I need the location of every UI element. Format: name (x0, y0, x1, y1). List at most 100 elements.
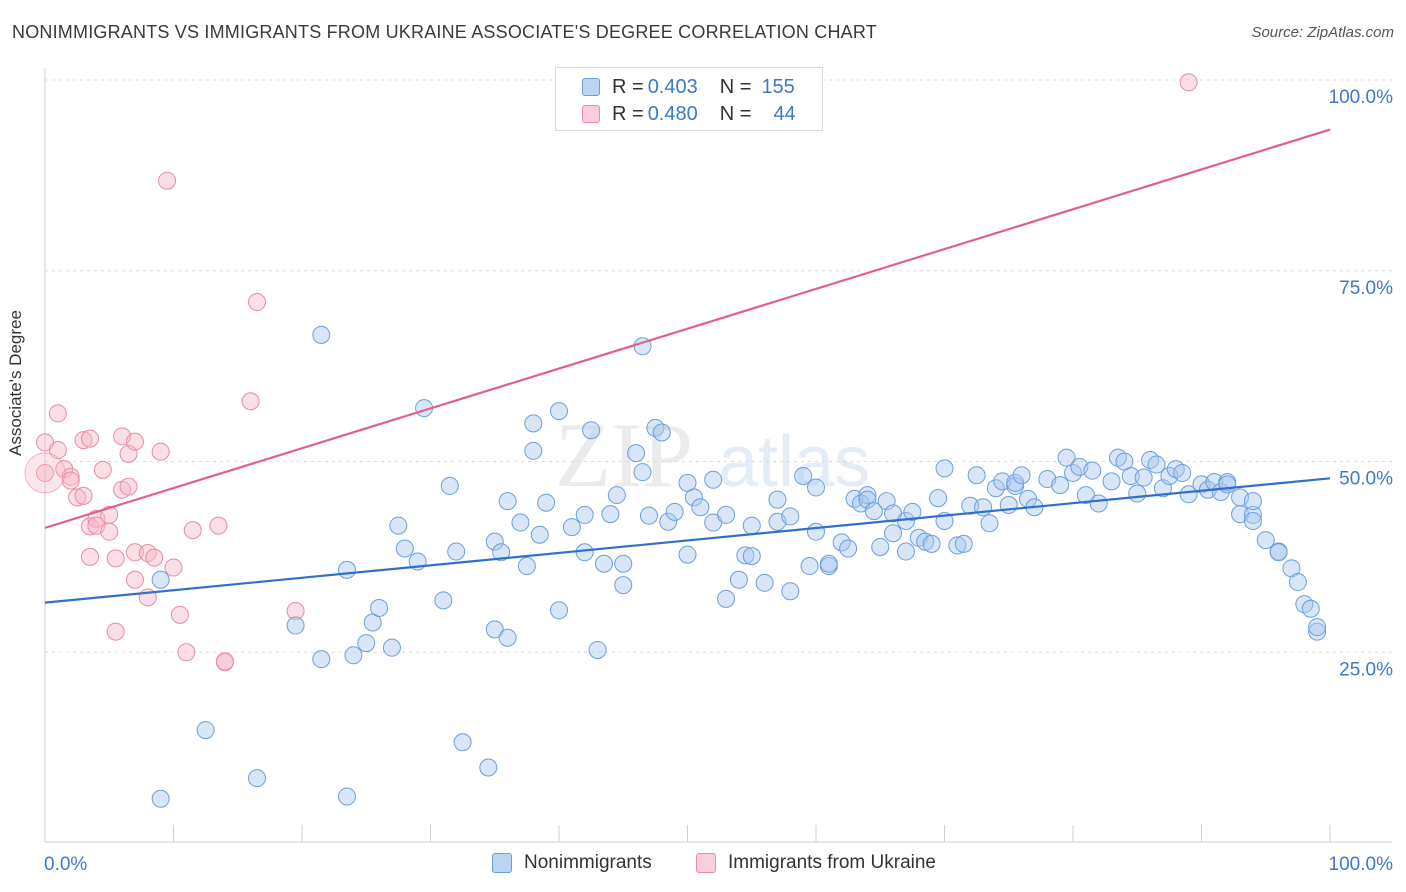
data-point-nonimmigrant (550, 402, 568, 421)
data-point-nonimmigrant (1141, 450, 1160, 469)
data-point-ukraine (36, 463, 54, 482)
data-point-ukraine (68, 488, 87, 507)
data-point-nonimmigrant (768, 490, 787, 509)
legend-item-label: Immigrants from Ukraine (728, 852, 936, 873)
data-point-ukraine (119, 477, 138, 496)
data-point-ukraine (286, 602, 305, 621)
data-point-nonimmigrant (1076, 486, 1095, 505)
data-point-nonimmigrant (614, 554, 633, 573)
data-point-ukraine (177, 643, 196, 662)
legend-r-label: R = (612, 75, 644, 98)
data-point-nonimmigrant (370, 598, 389, 617)
data-point-nonimmigrant (922, 534, 941, 553)
data-point-nonimmigrant (807, 522, 825, 541)
data-point-nonimmigrant (344, 646, 363, 665)
legend-n-value: 44 (773, 102, 796, 125)
data-point-nonimmigrant (537, 493, 556, 512)
legend-r-value: 0.403 (647, 75, 698, 98)
data-point-ukraine (80, 547, 99, 566)
data-point-nonimmigrant (794, 466, 813, 485)
data-point-nonimmigrant (684, 488, 703, 507)
data-point-nonimmigrant (986, 479, 1005, 498)
watermark-atlas: atlas (718, 422, 870, 502)
data-point-nonimmigrant (807, 478, 825, 497)
data-point-nonimmigrant (967, 466, 986, 485)
data-point-nonimmigrant (659, 512, 678, 531)
data-point-nonimmigrant (248, 769, 267, 788)
data-point-ukraine (48, 441, 67, 460)
data-point-nonimmigrant (588, 640, 607, 659)
data-point-nonimmigrant (903, 502, 922, 521)
data-point-nonimmigrant (286, 616, 305, 635)
data-point-nonimmigrant (1301, 599, 1320, 618)
data-point-nonimmigrant (575, 543, 594, 562)
data-point-nonimmigrant (434, 591, 453, 610)
data-point-ukraine (1179, 73, 1198, 92)
data-point-ukraine (80, 429, 99, 448)
data-point-ukraine (93, 460, 112, 479)
data-point-nonimmigrant (691, 498, 710, 517)
data-point-nonimmigrant (1102, 472, 1121, 491)
data-point-nonimmigrant (1089, 494, 1108, 513)
data-point-nonimmigrant (479, 758, 498, 777)
legend-item-ukraine[interactable]: Immigrants from Ukraine (696, 852, 936, 874)
y-tick-label: 25.0% (1339, 659, 1393, 680)
data-point-ukraine (215, 652, 234, 671)
data-point-nonimmigrant (839, 539, 858, 558)
data-point-nonimmigrant (614, 576, 633, 595)
legend-n-label: N = (719, 102, 752, 125)
data-point-nonimmigrant (652, 423, 671, 442)
legend-n-value: 155 (761, 75, 795, 98)
trend-line-ukraine (44, 128, 1331, 529)
data-point-nonimmigrant (357, 634, 376, 653)
data-point-nonimmigrant (665, 502, 684, 521)
data-point-nonimmigrant (884, 524, 903, 543)
data-point-nonimmigrant (337, 560, 356, 579)
data-point-ukraine (170, 605, 189, 624)
data-point-nonimmigrant (1121, 466, 1140, 485)
data-point-nonimmigrant (864, 502, 883, 521)
data-point-nonimmigrant (151, 789, 170, 808)
chart-title: NONIMMIGRANTS VS IMMIGRANTS FROM UKRAINE… (12, 22, 877, 42)
data-point-nonimmigrant (382, 638, 401, 657)
y-axis-label: Associate's Degree (6, 310, 25, 456)
data-point-nonimmigrant (492, 543, 511, 562)
data-point-nonimmigrant (447, 542, 466, 561)
data-point-nonimmigrant (1057, 448, 1076, 467)
data-point-nonimmigrant (337, 787, 356, 806)
data-point-ukraine (241, 392, 260, 411)
stats-legend: R = 0.403 N = 155 R = 0.480 N = 44 (555, 67, 823, 131)
data-point-nonimmigrant (1173, 463, 1192, 482)
watermark: ZIP atlas (555, 404, 870, 506)
data-point-nonimmigrant (800, 557, 819, 576)
data-point-nonimmigrant (1134, 468, 1153, 487)
trend-line-nonimmigrants (44, 477, 1331, 604)
data-point-ukraine (24, 452, 66, 494)
data-point-nonimmigrant (736, 546, 755, 565)
source-label: Source: ZipAtlas.com (1251, 24, 1394, 41)
data-point-ukraine (248, 293, 267, 312)
legend-item-nonimmigrants[interactable]: Nonimmigrants (492, 852, 652, 874)
data-point-nonimmigrant (389, 516, 408, 535)
y-tick-label: 75.0% (1339, 278, 1393, 299)
data-point-nonimmigrant (1147, 455, 1166, 474)
data-point-nonimmigrant (395, 539, 414, 558)
legend-row-nonimmigrants: R = 0.403 N = 155 (582, 75, 795, 99)
data-point-nonimmigrant (742, 547, 761, 566)
x-tick-label: 0.0% (44, 854, 87, 875)
data-point-nonimmigrant (1243, 505, 1262, 524)
data-point-nonimmigrant (896, 542, 915, 561)
data-point-nonimmigrant (575, 505, 594, 524)
data-point-ukraine (74, 486, 93, 505)
data-point-nonimmigrant (858, 490, 877, 509)
data-point-nonimmigrant (601, 505, 620, 524)
data-point-ukraine (125, 570, 144, 589)
data-point-nonimmigrant (729, 570, 748, 589)
data-point-nonimmigrant (312, 650, 331, 669)
data-point-nonimmigrant (646, 418, 665, 437)
data-point-nonimmigrant (639, 506, 658, 525)
data-point-ukraine (106, 622, 125, 641)
data-point-nonimmigrant (1288, 573, 1307, 592)
data-point-nonimmigrant (935, 459, 954, 478)
